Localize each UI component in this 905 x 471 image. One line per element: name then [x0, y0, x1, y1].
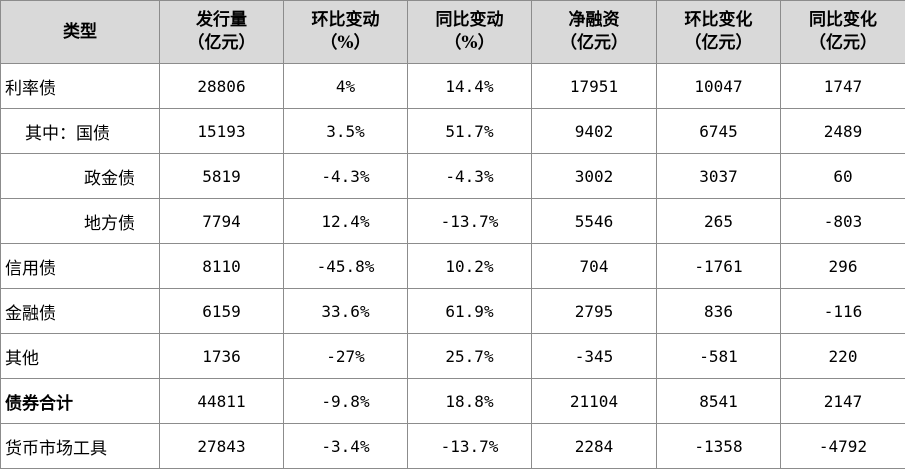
cell-issuance: 5819 [159, 153, 284, 199]
cell-issuance: 15193 [159, 108, 284, 154]
header-yoy-delta: 同比变化 （亿元） [780, 0, 905, 64]
header-type-label: 类型 [63, 21, 97, 42]
cell-yoy-change: -4.3% [407, 153, 532, 199]
row-label: 利率债 [0, 63, 160, 109]
cell-net-financing: 17951 [531, 63, 657, 109]
header-issuance: 发行量 （亿元） [159, 0, 284, 64]
cell-net-financing: 9402 [531, 108, 657, 154]
table-row: 地方债 7794 12.4% -13.7% 5546 265 -803 [0, 198, 905, 244]
header-mom-change-line1: 环比变动 [311, 10, 380, 30]
cell-mom-change: -4.3% [283, 153, 408, 199]
table-row: 其中：国债 15193 3.5% 51.7% 9402 6745 2489 [0, 108, 905, 154]
cell-mom-change: 33.6% [283, 288, 408, 334]
header-mom-change-line2: （%） [320, 33, 371, 53]
cell-mom-delta: -1358 [656, 423, 781, 469]
cell-mom-change: -27% [283, 333, 408, 379]
cell-mom-delta: 10047 [656, 63, 781, 109]
cell-net-financing: 2795 [531, 288, 657, 334]
cell-mom-delta: -1761 [656, 243, 781, 289]
cell-yoy-change: 61.9% [407, 288, 532, 334]
header-net-financing-line2: （亿元） [560, 33, 628, 53]
cell-yoy-delta: 296 [780, 243, 905, 289]
cell-yoy-delta: -803 [780, 198, 905, 244]
cell-mom-change: 3.5% [283, 108, 408, 154]
cell-mom-change: -9.8% [283, 378, 408, 424]
row-label: 其他 [0, 333, 160, 379]
cell-mom-delta: 265 [656, 198, 781, 244]
cell-yoy-delta: 2489 [780, 108, 905, 154]
cell-net-financing: 2284 [531, 423, 657, 469]
cell-yoy-delta: 60 [780, 153, 905, 199]
cell-mom-delta: -581 [656, 333, 781, 379]
cell-issuance: 8110 [159, 243, 284, 289]
cell-net-financing: 3002 [531, 153, 657, 199]
header-yoy-change: 同比变动 （%） [407, 0, 532, 64]
cell-mom-delta: 3037 [656, 153, 781, 199]
cell-mom-delta: 6745 [656, 108, 781, 154]
table-row: 货币市场工具 27843 -3.4% -13.7% 2284 -1358 -47… [0, 423, 905, 469]
header-net-financing-line1: 净融资 [568, 10, 620, 30]
row-label: 信用债 [0, 243, 160, 289]
cell-yoy-change: 10.2% [407, 243, 532, 289]
cell-issuance: 6159 [159, 288, 284, 334]
table-body: 利率债 28806 4% 14.4% 17951 10047 1747 其中：国… [0, 63, 905, 469]
cell-net-financing: 5546 [531, 198, 657, 244]
cell-yoy-delta: -4792 [780, 423, 905, 469]
cell-yoy-delta: 1747 [780, 63, 905, 109]
cell-yoy-change: 25.7% [407, 333, 532, 379]
table-row-total: 债券合计 44811 -9.8% 18.8% 21104 8541 2147 [0, 378, 905, 424]
cell-yoy-change: 51.7% [407, 108, 532, 154]
row-label: 其中：国债 [0, 108, 160, 154]
cell-yoy-delta: 2147 [780, 378, 905, 424]
cell-mom-delta: 8541 [656, 378, 781, 424]
header-issuance-line1: 发行量 [196, 10, 247, 30]
header-mom-delta-line2: （亿元） [684, 33, 753, 53]
table-header: 类型 发行量 （亿元） 环比变动 （%） 同比变动 （%） 净融资 （亿元） 环… [0, 0, 905, 64]
cell-mom-change: -3.4% [283, 423, 408, 469]
header-type: 类型 [0, 0, 160, 64]
cell-yoy-change: -13.7% [407, 423, 532, 469]
cell-mom-change: -45.8% [283, 243, 408, 289]
header-mom-delta: 环比变化 （亿元） [656, 0, 781, 64]
cell-mom-change: 4% [283, 63, 408, 109]
header-yoy-change-line2: （%） [444, 33, 495, 53]
header-row: 类型 发行量 （亿元） 环比变动 （%） 同比变动 （%） 净融资 （亿元） 环… [0, 0, 905, 64]
row-label: 政金债 [0, 153, 160, 199]
table-row: 利率债 28806 4% 14.4% 17951 10047 1747 [0, 63, 905, 109]
cell-yoy-delta: 220 [780, 333, 905, 379]
row-label: 地方债 [0, 198, 160, 244]
header-issuance-line2: （亿元） [187, 33, 256, 53]
cell-issuance: 28806 [159, 63, 284, 109]
cell-net-financing: -345 [531, 333, 657, 379]
cell-yoy-change: -13.7% [407, 198, 532, 244]
header-yoy-delta-line1: 同比变化 [809, 10, 877, 30]
table-row: 政金债 5819 -4.3% -4.3% 3002 3037 60 [0, 153, 905, 199]
cell-issuance: 7794 [159, 198, 284, 244]
table-row: 信用债 8110 -45.8% 10.2% 704 -1761 296 [0, 243, 905, 289]
header-mom-delta-line1: 环比变化 [684, 10, 753, 30]
cell-yoy-delta: -116 [780, 288, 905, 334]
cell-mom-delta: 836 [656, 288, 781, 334]
row-label: 金融债 [0, 288, 160, 334]
header-yoy-change-line1: 同比变动 [435, 10, 504, 30]
cell-net-financing: 704 [531, 243, 657, 289]
row-label: 货币市场工具 [0, 423, 160, 469]
cell-mom-change: 12.4% [283, 198, 408, 244]
cell-issuance: 44811 [159, 378, 284, 424]
cell-issuance: 27843 [159, 423, 284, 469]
header-yoy-delta-line2: （亿元） [809, 33, 877, 53]
row-label: 债券合计 [0, 378, 160, 424]
cell-issuance: 1736 [159, 333, 284, 379]
cell-yoy-change: 18.8% [407, 378, 532, 424]
cell-net-financing: 21104 [531, 378, 657, 424]
header-mom-change: 环比变动 （%） [283, 0, 408, 64]
table-row: 金融债 6159 33.6% 61.9% 2795 836 -116 [0, 288, 905, 334]
cell-yoy-change: 14.4% [407, 63, 532, 109]
header-net-financing: 净融资 （亿元） [531, 0, 657, 64]
table-row: 其他 1736 -27% 25.7% -345 -581 220 [0, 333, 905, 379]
